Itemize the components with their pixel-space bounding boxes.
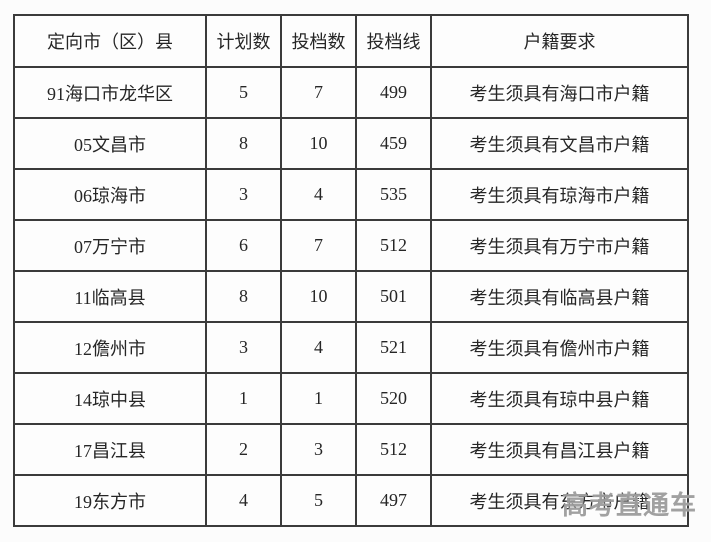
cutoff-line-cell: 535 xyxy=(355,168,432,221)
header-cell-filed-count: 投档数 xyxy=(280,14,357,68)
header-cell-residency: 户籍要求 xyxy=(430,14,689,68)
cutoff-line-cell: 521 xyxy=(355,321,432,374)
region-cell: 12儋州市 xyxy=(13,321,207,374)
residency-cell: 考生须具有琼海市户籍 xyxy=(430,168,689,221)
plan-count-cell: 1 xyxy=(205,372,282,425)
admission-table-container: 定向市（区）县 计划数 投档数 投档线 户籍要求 91海口市龙华区 5 7 49… xyxy=(13,14,689,527)
plan-count-cell: 8 xyxy=(205,270,282,323)
plan-count-cell: 3 xyxy=(205,168,282,221)
plan-count-cell: 3 xyxy=(205,321,282,374)
cutoff-line-cell: 459 xyxy=(355,117,432,170)
header-cell-plan-count: 计划数 xyxy=(205,14,282,68)
residency-cell: 考生须具有东方市户籍 xyxy=(430,474,689,527)
table-header-row: 定向市（区）县 计划数 投档数 投档线 户籍要求 xyxy=(13,14,689,68)
table-row: 11临高县 8 10 501 考生须具有临高县户籍 xyxy=(13,270,689,323)
filed-count-cell: 5 xyxy=(280,474,357,527)
residency-cell: 考生须具有文昌市户籍 xyxy=(430,117,689,170)
plan-count-cell: 2 xyxy=(205,423,282,476)
residency-cell: 考生须具有临高县户籍 xyxy=(430,270,689,323)
cutoff-line-cell: 501 xyxy=(355,270,432,323)
admission-table: 定向市（区）县 计划数 投档数 投档线 户籍要求 91海口市龙华区 5 7 49… xyxy=(13,14,689,527)
region-cell: 06琼海市 xyxy=(13,168,207,221)
region-cell: 05文昌市 xyxy=(13,117,207,170)
filed-count-cell: 3 xyxy=(280,423,357,476)
cutoff-line-cell: 512 xyxy=(355,423,432,476)
region-cell: 14琼中县 xyxy=(13,372,207,425)
residency-cell: 考生须具有万宁市户籍 xyxy=(430,219,689,272)
filed-count-cell: 4 xyxy=(280,321,357,374)
residency-cell: 考生须具有儋州市户籍 xyxy=(430,321,689,374)
region-cell: 17昌江县 xyxy=(13,423,207,476)
region-cell: 07万宁市 xyxy=(13,219,207,272)
residency-cell: 考生须具有琼中县户籍 xyxy=(430,372,689,425)
table-row: 05文昌市 8 10 459 考生须具有文昌市户籍 xyxy=(13,117,689,170)
table-row: 91海口市龙华区 5 7 499 考生须具有海口市户籍 xyxy=(13,66,689,119)
table-row: 06琼海市 3 4 535 考生须具有琼海市户籍 xyxy=(13,168,689,221)
table-row: 12儋州市 3 4 521 考生须具有儋州市户籍 xyxy=(13,321,689,374)
filed-count-cell: 4 xyxy=(280,168,357,221)
table-row: 19东方市 4 5 497 考生须具有东方市户籍 xyxy=(13,474,689,527)
region-cell: 11临高县 xyxy=(13,270,207,323)
table-row: 14琼中县 1 1 520 考生须具有琼中县户籍 xyxy=(13,372,689,425)
filed-count-cell: 7 xyxy=(280,219,357,272)
filed-count-cell: 10 xyxy=(280,270,357,323)
cutoff-line-cell: 512 xyxy=(355,219,432,272)
filed-count-cell: 7 xyxy=(280,66,357,119)
table-row: 07万宁市 6 7 512 考生须具有万宁市户籍 xyxy=(13,219,689,272)
filed-count-cell: 10 xyxy=(280,117,357,170)
region-cell: 19东方市 xyxy=(13,474,207,527)
plan-count-cell: 5 xyxy=(205,66,282,119)
header-cell-region: 定向市（区）县 xyxy=(13,14,207,68)
table-row: 17昌江县 2 3 512 考生须具有昌江县户籍 xyxy=(13,423,689,476)
cutoff-line-cell: 520 xyxy=(355,372,432,425)
plan-count-cell: 6 xyxy=(205,219,282,272)
cutoff-line-cell: 499 xyxy=(355,66,432,119)
residency-cell: 考生须具有昌江县户籍 xyxy=(430,423,689,476)
header-cell-cutoff-line: 投档线 xyxy=(355,14,432,68)
plan-count-cell: 4 xyxy=(205,474,282,527)
residency-cell: 考生须具有海口市户籍 xyxy=(430,66,689,119)
filed-count-cell: 1 xyxy=(280,372,357,425)
region-cell: 91海口市龙华区 xyxy=(13,66,207,119)
cutoff-line-cell: 497 xyxy=(355,474,432,527)
plan-count-cell: 8 xyxy=(205,117,282,170)
